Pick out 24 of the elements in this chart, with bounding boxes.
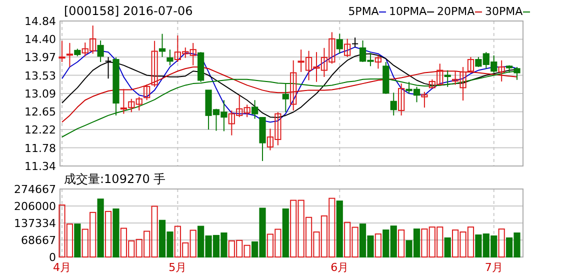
y-tick-label: 14.84 xyxy=(24,15,56,28)
legend-label: 5PMA xyxy=(348,5,380,18)
legend-label: 30PMA xyxy=(485,5,524,18)
y-tick-label: 68667 xyxy=(21,234,56,247)
y-tick-label: 137334 xyxy=(14,217,56,230)
y-tick-label: 14.40 xyxy=(24,33,56,46)
y-tick-label: 274667 xyxy=(14,183,56,196)
chart-title: 成交量:109270 手 xyxy=(64,172,166,186)
legend-label: 10PMA xyxy=(389,5,428,18)
x-tick-label: 4月 xyxy=(53,261,71,274)
x-tick-label: 5月 xyxy=(168,261,187,274)
y-tick-label: 12.22 xyxy=(24,124,56,137)
y-tick-label: 13.09 xyxy=(24,88,56,100)
x-tick-label: 7月 xyxy=(484,261,503,274)
y-tick-label: 0 xyxy=(49,251,56,264)
y-tick-label: 13.53 xyxy=(24,69,56,82)
chart-title: [000158] 2016-07-06 xyxy=(64,4,193,18)
y-tick-label: 13.97 xyxy=(24,51,56,64)
y-tick-label: 12.65 xyxy=(24,106,56,119)
y-tick-label: 206000 xyxy=(14,200,56,213)
y-tick-label: 11.78 xyxy=(24,142,56,155)
legend-label: 20PMA xyxy=(437,5,476,18)
y-tick-label: 11.34 xyxy=(24,160,56,173)
x-tick-label: 6月 xyxy=(330,261,349,274)
